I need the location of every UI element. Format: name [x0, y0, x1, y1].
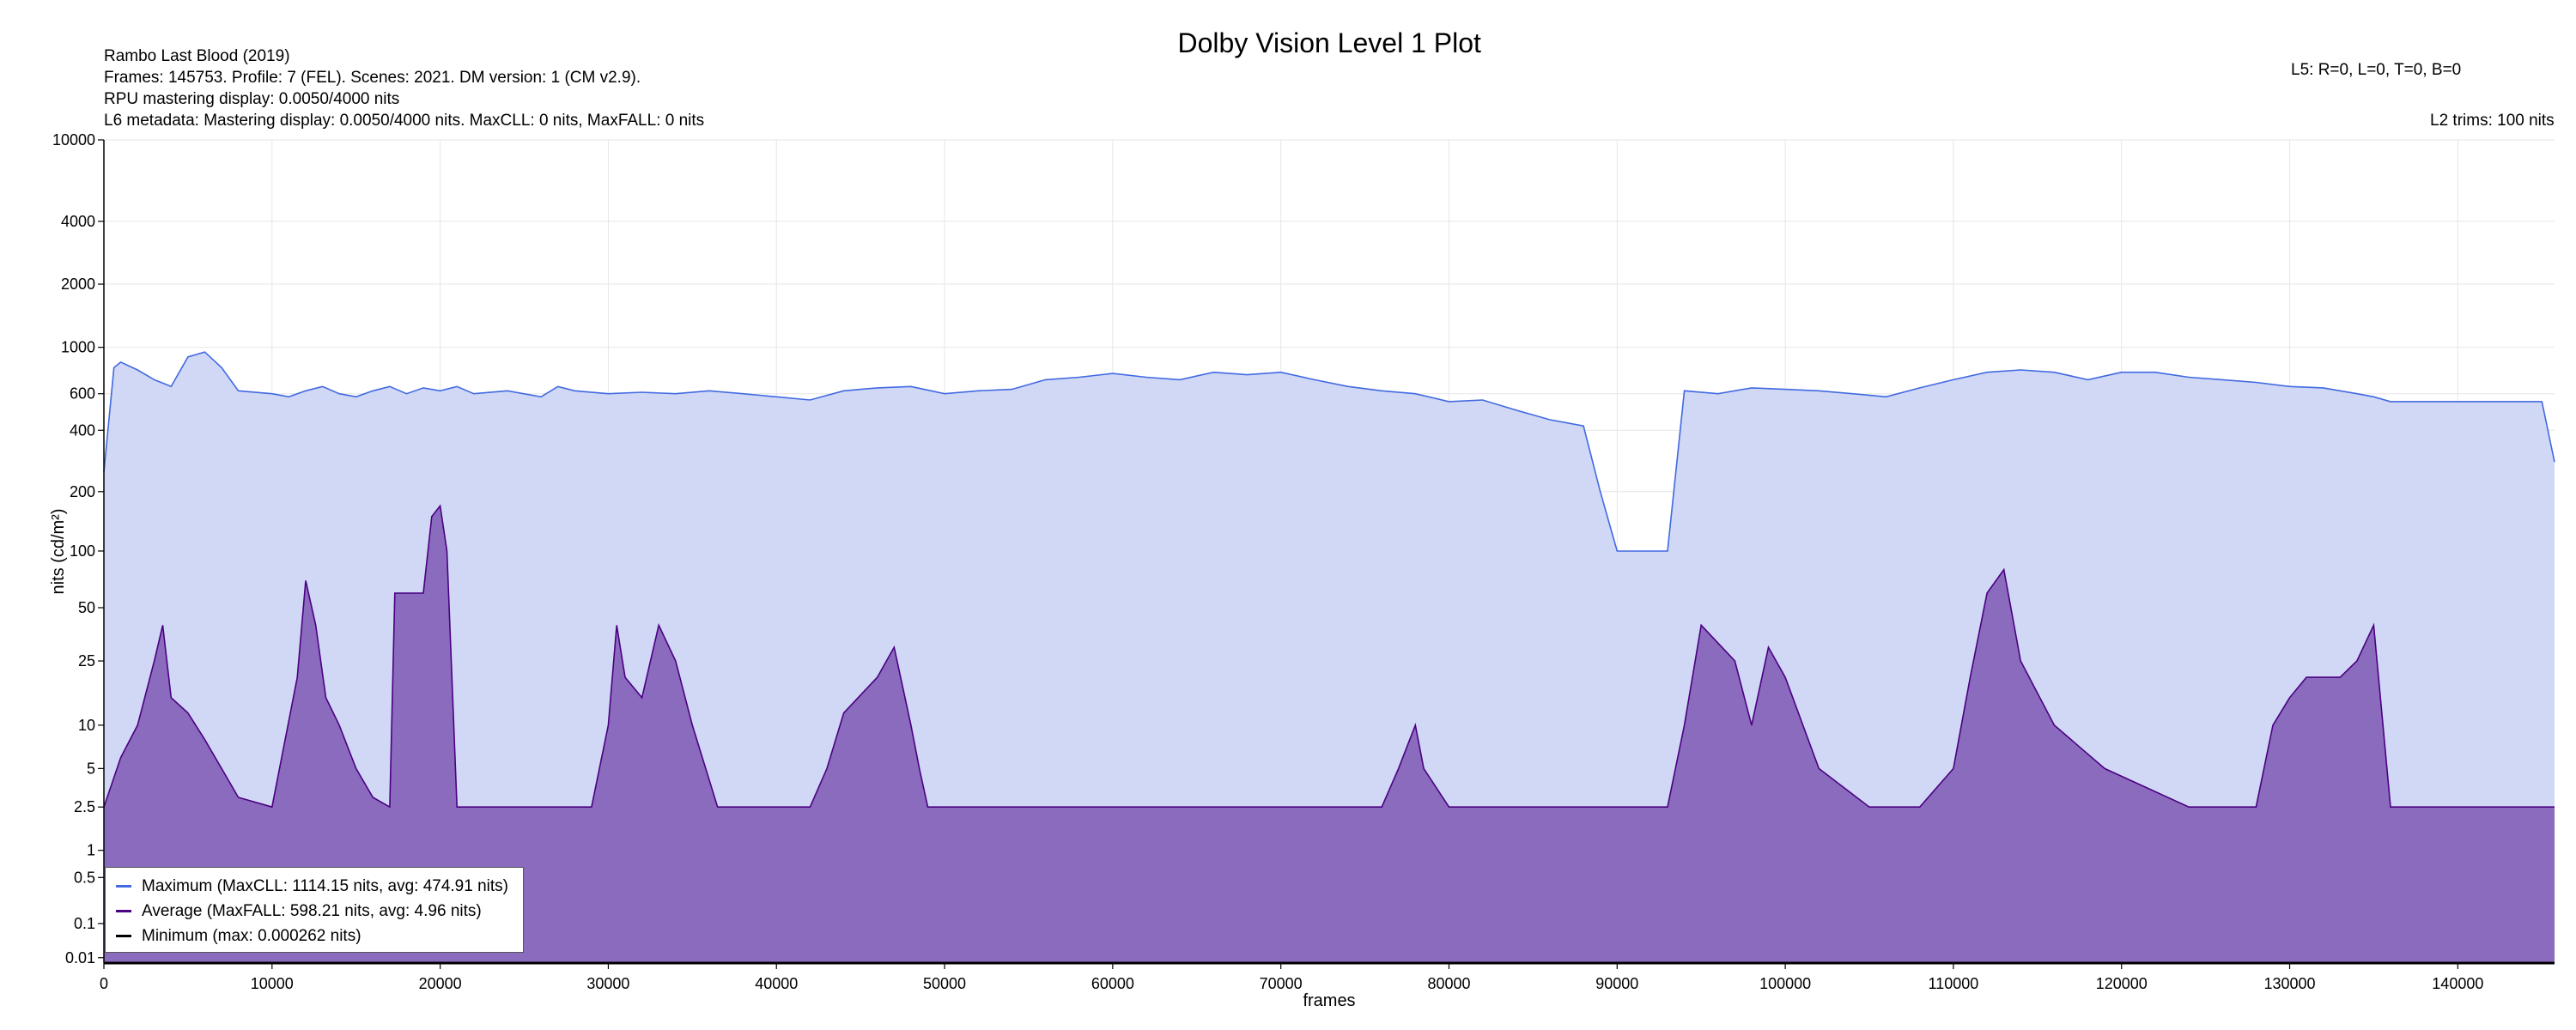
x-tick-label: 10000: [251, 975, 294, 992]
y-tick-label: 1: [87, 842, 95, 859]
x-tick-label: 20000: [419, 975, 462, 992]
x-tick-label: 40000: [755, 975, 798, 992]
x-tick-label: 60000: [1091, 975, 1134, 992]
x-tick-label: 70000: [1260, 975, 1303, 992]
x-tick-label: 110000: [1929, 975, 1979, 992]
x-axis-label: frames: [1303, 991, 1355, 1010]
legend-swatch-minimum: [116, 935, 131, 937]
y-tick-label: 10000: [52, 131, 95, 148]
l2-trims: L2 trims: 100 nits: [2430, 112, 2555, 130]
legend-label-maximum: Maximum (MaxCLL: 1114.15 nits, avg: 474.…: [142, 876, 508, 895]
axes: [98, 139, 2555, 969]
x-tick-label: 120000: [2096, 975, 2148, 992]
y-tick-label: 0.5: [74, 869, 95, 886]
legend-item-average: Average (MaxFALL: 598.21 nits, avg: 4.96…: [116, 899, 523, 924]
y-tick-label: 4000: [61, 213, 95, 230]
y-tick-label: 1000: [61, 339, 95, 356]
legend-swatch-average: [116, 910, 131, 912]
legend-label-average: Average (MaxFALL: 598.21 nits, avg: 4.96…: [142, 901, 482, 920]
x-tick-label: 0: [100, 975, 108, 992]
x-tick-label: 140000: [2432, 975, 2483, 992]
y-tick-label: 25: [78, 652, 95, 670]
info-line-frames: Frames: 145753. Profile: 7 (FEL). Scenes…: [104, 69, 641, 87]
series-average-line: [103, 504, 2555, 809]
x-tick-label: 80000: [1427, 975, 1470, 992]
series-average-area: [104, 506, 2555, 963]
info-line-l6: L6 metadata: Mastering display: 0.0050/4…: [104, 112, 705, 130]
x-tick-label: 50000: [923, 975, 966, 992]
x-tick-label: 30000: [586, 975, 629, 992]
legend: Maximum (MaxCLL: 1114.15 nits, avg: 474.…: [105, 867, 524, 953]
y-tick-label: 5: [87, 760, 95, 777]
info-line-rpu: RPU mastering display: 0.0050/4000 nits: [104, 90, 400, 108]
x-tick-label: 130000: [2264, 975, 2316, 992]
y-tick-label: 0.1: [74, 915, 95, 932]
chart-title: Dolby Vision Level 1 Plot: [1177, 27, 1481, 58]
l5-metadata: L5: R=0, L=0, T=0, B=0: [2291, 61, 2462, 79]
y-axis-label: nits (cd/m²): [49, 509, 68, 595]
y-tick-label: 200: [70, 483, 95, 500]
y-tick-label: 0.01: [65, 949, 95, 966]
y-tick-label: 600: [70, 385, 95, 403]
tick-labels: 0 10000 20000 30000 40000 50000 60000 70000 8000…: [52, 131, 2483, 992]
series-maximum-line: [103, 351, 2555, 552]
legend-label-minimum: Minimum (max: 0.000262 nits): [142, 926, 361, 945]
y-tick-label: 50: [78, 599, 95, 616]
y-tick-label: 10: [78, 717, 95, 734]
legend-item-minimum: Minimum (max: 0.000262 nits): [116, 924, 523, 948]
x-tick-label: 90000: [1595, 975, 1638, 992]
legend-swatch-maximum: [116, 885, 131, 888]
legend-item-maximum: Maximum (MaxCLL: 1114.15 nits, avg: 474.…: [116, 874, 523, 899]
y-tick-label: 2.5: [74, 798, 95, 815]
x-tick-label: 100000: [1759, 975, 1811, 992]
y-tick-label: 2000: [61, 276, 95, 293]
y-tick-label: 100: [70, 542, 95, 560]
info-line-title: Rambo Last Blood (2019): [104, 47, 290, 65]
y-tick-label: 400: [70, 421, 95, 439]
